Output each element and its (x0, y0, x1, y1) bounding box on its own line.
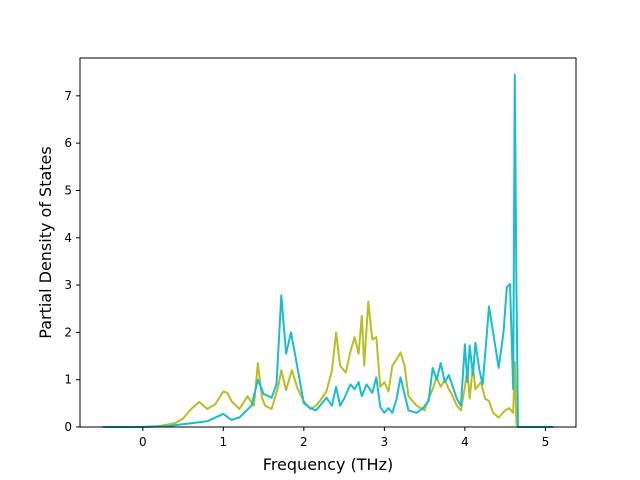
y-tick-label: 6 (64, 136, 72, 150)
y-tick-label: 5 (64, 183, 72, 197)
x-tick-label: 3 (381, 435, 389, 449)
y-axis-label: Partial Density of States (36, 146, 55, 338)
x-axis-label: Frequency (THz) (263, 455, 393, 474)
y-tick-label: 3 (64, 278, 72, 292)
x-tick-label: 1 (220, 435, 228, 449)
series-line-1 (102, 300, 554, 428)
x-tick-label: 5 (542, 435, 550, 449)
series-line-2 (102, 73, 554, 428)
axes-frame (79, 57, 577, 428)
x-tick-label: 0 (139, 435, 147, 449)
y-tick-label: 0 (64, 420, 72, 434)
x-tick-label: 2 (300, 435, 308, 449)
y-axis: 0 1 2 3 4 5 6 7 (64, 89, 80, 434)
plot-area (102, 73, 554, 428)
y-tick-label: 4 (64, 231, 72, 245)
y-tick-label: 1 (64, 373, 72, 387)
y-tick-label: 7 (64, 89, 72, 103)
y-tick-label: 2 (64, 325, 72, 339)
x-tick-label: 4 (461, 435, 469, 449)
x-axis: 0 1 2 3 4 5 (139, 427, 549, 449)
